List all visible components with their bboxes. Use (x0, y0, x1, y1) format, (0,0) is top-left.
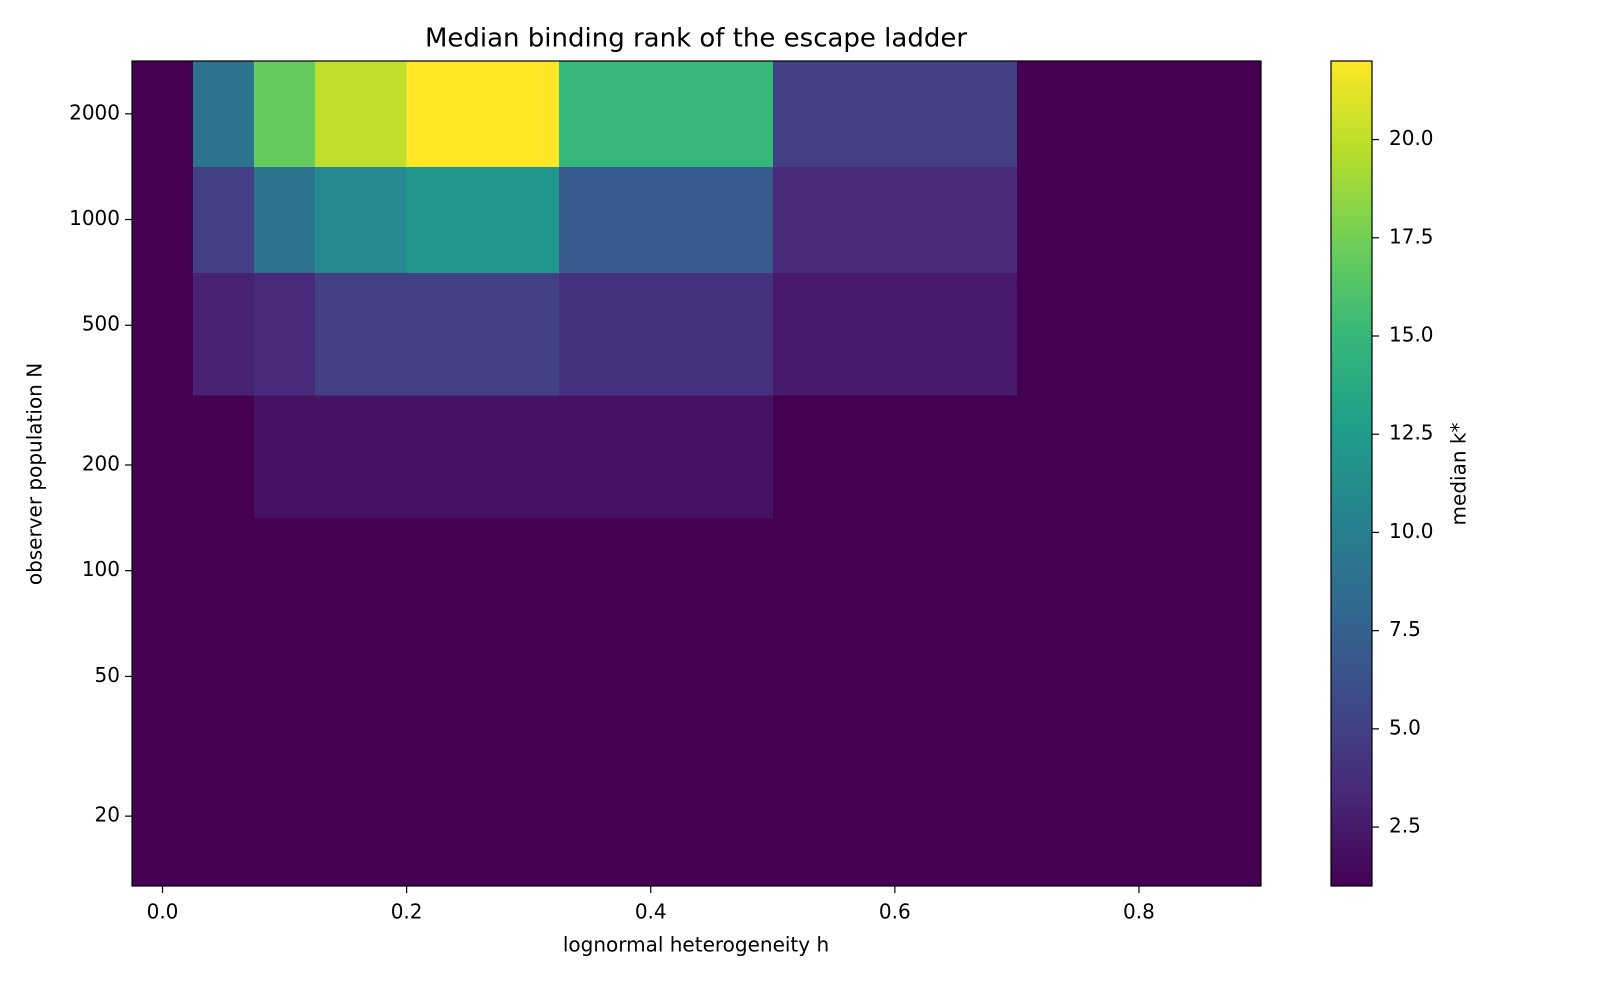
y-tick-label: 100 (82, 557, 120, 581)
heatmap-cell (772, 61, 1018, 168)
heatmap-cell (315, 746, 408, 887)
heatmap-cell (559, 166, 774, 273)
heatmap-cell (132, 166, 194, 273)
y-tick-label: 1000 (69, 206, 120, 230)
heatmap-cell (132, 517, 194, 625)
heatmap-cell (254, 272, 316, 396)
heatmap-cell (193, 746, 255, 887)
heatmap-cell (315, 61, 408, 168)
heatmap-cell (254, 623, 316, 747)
heatmap-cell (406, 746, 560, 887)
heatmap-cell (193, 61, 255, 168)
heatmap-cell (193, 395, 255, 519)
heatmap-cell (772, 272, 1018, 396)
heatmap-cell (193, 517, 255, 625)
heatmap-cell (1016, 395, 1262, 519)
heatmap-cell (315, 272, 408, 396)
heatmap-cell (132, 272, 194, 396)
colorbar (1330, 60, 1373, 887)
heatmap-cell (193, 272, 255, 396)
x-tick-label: 0.8 (1123, 900, 1155, 924)
colorbar-tick-label: 10.0 (1389, 519, 1434, 543)
colorbar-tick-label: 17.5 (1389, 224, 1434, 248)
y-tick-label: 200 (82, 451, 120, 475)
colorbar-tick-label: 7.5 (1389, 617, 1421, 641)
x-tick-label: 0.0 (147, 900, 179, 924)
heatmap-cell (772, 623, 1018, 747)
heatmap-cell (1016, 517, 1262, 625)
x-tick-label: 0.4 (635, 900, 667, 924)
heatmap-cell (1016, 61, 1262, 168)
heatmap-cell (132, 395, 194, 519)
heatmap-cell (559, 517, 774, 625)
y-tick-label: 500 (82, 312, 120, 336)
colorbar-tick-label: 12.5 (1389, 421, 1434, 445)
heatmap-cell (1016, 623, 1262, 747)
heatmap-cell (559, 61, 774, 168)
chart-title: Median binding rank of the escape ladder (425, 24, 967, 54)
heatmap-cell (406, 623, 560, 747)
heatmap-cell (559, 746, 774, 887)
heatmap-cell (772, 166, 1018, 273)
heatmap-cell (193, 623, 255, 747)
heatmap-cell (559, 272, 774, 396)
colorbar-tick-label: 2.5 (1389, 814, 1421, 838)
heatmap-cell (315, 517, 408, 625)
heatmap-cell (254, 517, 316, 625)
heatmap-cell (1016, 272, 1262, 396)
y-tick-label: 2000 (69, 100, 120, 124)
x-tick-label: 0.2 (391, 900, 423, 924)
heatmap-cell (315, 166, 408, 273)
heatmap-cell (254, 395, 316, 519)
heatmap-cell (406, 272, 560, 396)
heatmap-cell (132, 746, 194, 887)
colorbar-tick-label: 20.0 (1389, 126, 1434, 150)
plot-frame (131, 60, 1262, 887)
heatmap-cell (254, 166, 316, 273)
x-axis-label: lognormal heterogeneity h (563, 933, 829, 957)
y-tick-label: 20 (95, 803, 120, 827)
heatmap-cell (772, 395, 1018, 519)
heatmap-cell (772, 517, 1018, 625)
heatmap-cell (406, 517, 560, 625)
heatmap-cell (132, 623, 194, 747)
heatmap-cell (315, 395, 408, 519)
heatmap-cell (254, 61, 316, 168)
heatmap-cell (406, 61, 560, 168)
colorbar-tick-label: 5.0 (1389, 715, 1421, 739)
heatmap-cell (406, 166, 560, 273)
y-axis-label: observer population N (23, 363, 47, 585)
colorbar-tick-label: 15.0 (1389, 323, 1434, 347)
heatmap-cell (772, 746, 1018, 887)
heatmap-cell (132, 61, 194, 168)
y-tick-label: 50 (95, 663, 120, 687)
heatmap-cell (559, 623, 774, 747)
heatmap-cell (406, 395, 560, 519)
x-tick-label: 0.6 (879, 900, 911, 924)
heatmap-cell (315, 623, 408, 747)
heatmap-cell (559, 395, 774, 519)
heatmap-cell (1016, 166, 1262, 273)
heatmap-cell (1016, 746, 1262, 887)
heatmap-cell (193, 166, 255, 273)
heatmap-cell (254, 746, 316, 887)
colorbar-label: median k* (1447, 423, 1471, 526)
